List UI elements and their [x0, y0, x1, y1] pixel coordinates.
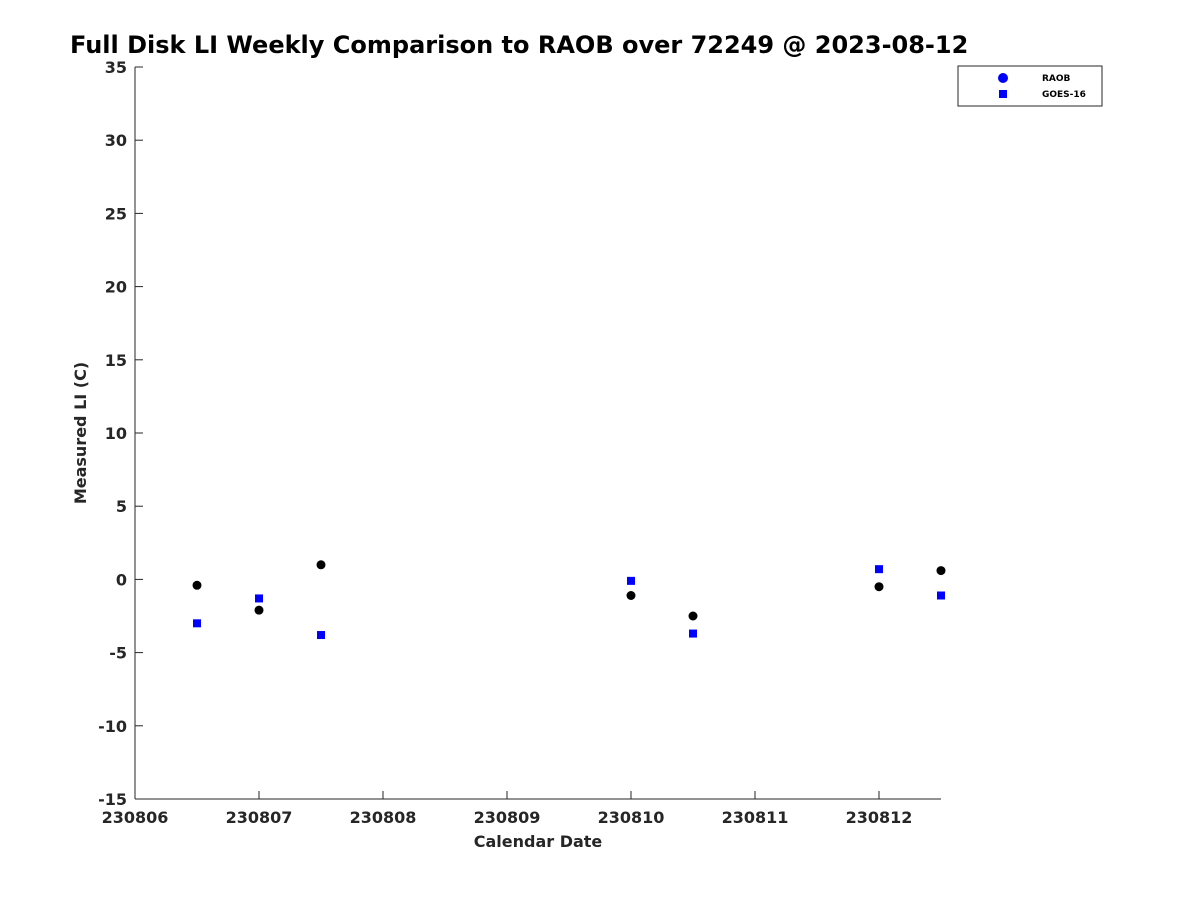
- y-tick-label: 0: [116, 570, 127, 589]
- x-tick-label: 230810: [598, 808, 665, 827]
- goes-16-point: [627, 576, 635, 585]
- y-tick-label: 10: [105, 424, 127, 443]
- x-axis-label: Calendar Date: [474, 832, 603, 851]
- raob-point: [688, 611, 698, 621]
- y-tick-label: 35: [105, 58, 127, 77]
- y-tick-label: 30: [105, 131, 127, 150]
- y-tick-label: -15: [98, 790, 127, 809]
- raob-point: [626, 591, 636, 601]
- raob-point: [192, 580, 202, 590]
- y-tick-label: 5: [116, 497, 127, 516]
- legend-label: GOES-16: [1042, 90, 1086, 100]
- goes-16-point: [317, 631, 325, 640]
- x-tick-label: 230808: [350, 808, 417, 827]
- raob-point: [874, 582, 884, 592]
- x-tick-label: 230807: [226, 808, 293, 827]
- goes-16-point: [689, 629, 697, 638]
- raob-point: [936, 566, 946, 576]
- legend-label: RAOB: [1042, 74, 1071, 84]
- data-points: [192, 560, 946, 640]
- legend-marker: [999, 90, 1007, 98]
- y-tick-label: 15: [105, 351, 127, 370]
- y-axis-ticks: 35 30 25 20 15 10 5 0 -5 -10 -15: [98, 58, 143, 809]
- x-tick-label: 230811: [722, 808, 789, 827]
- y-tick-label: -5: [109, 644, 127, 663]
- x-tick-label: 230812: [846, 808, 913, 827]
- y-tick-label: -10: [98, 717, 127, 736]
- x-tick-label: 230806: [102, 808, 169, 827]
- legend-box: [957, 65, 1103, 107]
- raob-point: [254, 605, 264, 615]
- legend: RAOB GOES-16: [957, 65, 1103, 107]
- raob-point: [316, 560, 326, 570]
- goes-16-point: [937, 591, 945, 600]
- goes-16-point: [875, 565, 883, 574]
- y-axis-label: Measured LI (C): [71, 362, 90, 504]
- y-tick-label: 25: [105, 204, 127, 223]
- x-axis-ticks: 230806 230807 230808 230809 230810 230811 2308…: [102, 791, 913, 827]
- legend-marker: [998, 73, 1008, 83]
- y-tick-label: 20: [105, 278, 127, 297]
- x-tick-label: 230809: [474, 808, 541, 827]
- goes-16-point: [255, 594, 263, 603]
- chart-title: Full Disk LI Weekly Comparison to RAOB o…: [70, 31, 968, 59]
- goes-16-point: [193, 619, 201, 628]
